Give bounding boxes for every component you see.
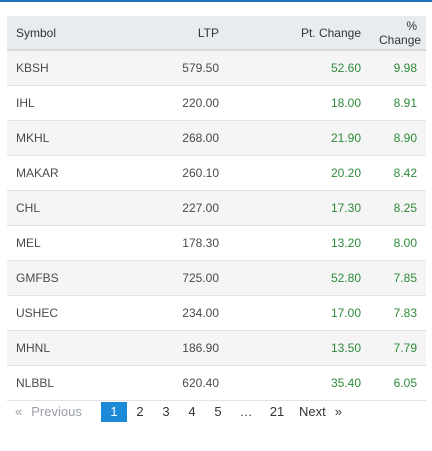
cell-ltp: 186.90 bbox=[182, 340, 219, 355]
cell-ltp: 579.50 bbox=[182, 60, 219, 75]
next-label: Next bbox=[299, 404, 326, 419]
chevron-double-right-icon: » bbox=[334, 404, 342, 419]
cell-pct-change: 7.85 bbox=[393, 270, 417, 285]
next-page-link[interactable]: Next » bbox=[299, 402, 353, 422]
cell-pt-change: 21.90 bbox=[330, 130, 361, 145]
cell-pt-change: 17.00 bbox=[330, 305, 361, 320]
cell-pt-change: 35.40 bbox=[330, 375, 361, 390]
cell-symbol: MEL bbox=[16, 235, 41, 250]
table-row[interactable]: NLBBL 620.40 35.40 6.05 bbox=[7, 365, 426, 400]
cell-ltp: 725.00 bbox=[182, 270, 219, 285]
cell-pct-change: 9.98 bbox=[393, 60, 417, 75]
table-row[interactable]: KBSH 579.50 52.60 9.98 bbox=[7, 50, 426, 85]
cell-pt-change: 18.00 bbox=[330, 95, 361, 110]
cell-ltp: 260.10 bbox=[182, 165, 219, 180]
table-body: KBSH 579.50 52.60 9.98 IHL 220.00 18.00 8.91 MKH… bbox=[7, 50, 426, 400]
cell-ltp: 620.40 bbox=[182, 375, 219, 390]
header-pt-change[interactable]: Pt. Change bbox=[228, 16, 370, 51]
previous-label: Previous bbox=[31, 404, 82, 419]
header-pct-change[interactable]: % Change bbox=[370, 16, 426, 51]
cell-pt-change: 52.80 bbox=[330, 270, 361, 285]
cell-ltp: 268.00 bbox=[182, 130, 219, 145]
cell-symbol: IHL bbox=[16, 95, 35, 110]
top-accent-rule bbox=[0, 0, 432, 2]
table-row[interactable]: MHNL 186.90 13.50 7.79 bbox=[7, 330, 426, 365]
pagination: « Previous 1 2 3 4 5 … 21 Next » bbox=[7, 402, 353, 422]
chevron-double-left-icon: « bbox=[15, 404, 23, 419]
page-link-3[interactable]: 3 bbox=[162, 404, 170, 419]
table-row[interactable]: GMFBS 725.00 52.80 7.85 bbox=[7, 260, 426, 295]
cell-pct-change: 8.91 bbox=[393, 95, 417, 110]
cell-pct-change: 8.90 bbox=[393, 130, 417, 145]
cell-ltp: 227.00 bbox=[182, 200, 219, 215]
table-row[interactable]: USHEC 234.00 17.00 7.83 bbox=[7, 295, 426, 330]
page-link-last[interactable]: 21 bbox=[269, 404, 285, 419]
gainers-table: Symbol LTP Pt. Change % Change KBSH 579.5… bbox=[7, 16, 426, 401]
cell-symbol: GMFBS bbox=[16, 270, 59, 285]
cell-symbol: MHNL bbox=[16, 340, 51, 355]
header-symbol[interactable]: Symbol bbox=[7, 16, 113, 51]
table-row[interactable]: MAKAR 260.10 20.20 8.42 bbox=[7, 155, 426, 190]
cell-pt-change: 20.20 bbox=[330, 165, 361, 180]
table-row[interactable]: MKHL 268.00 21.90 8.90 bbox=[7, 120, 426, 155]
page-link-4[interactable]: 4 bbox=[188, 404, 196, 419]
previous-page-link[interactable]: « Previous bbox=[15, 402, 99, 422]
cell-pct-change: 8.00 bbox=[393, 235, 417, 250]
cell-pct-change: 7.79 bbox=[393, 340, 417, 355]
cell-pt-change: 17.30 bbox=[330, 200, 361, 215]
cell-pct-change: 6.05 bbox=[393, 375, 417, 390]
cell-pct-change: 8.42 bbox=[393, 165, 417, 180]
cell-pct-change: 8.25 bbox=[393, 200, 417, 215]
cell-symbol: NLBBL bbox=[16, 375, 55, 390]
table-header-row: Symbol LTP Pt. Change % Change bbox=[7, 16, 426, 51]
page-link-2[interactable]: 2 bbox=[136, 404, 144, 419]
cell-pt-change: 13.50 bbox=[330, 340, 361, 355]
cell-symbol: KBSH bbox=[16, 60, 49, 75]
cell-ltp: 220.00 bbox=[182, 95, 219, 110]
table-row[interactable]: CHL 227.00 17.30 8.25 bbox=[7, 190, 426, 225]
cell-symbol: MAKAR bbox=[16, 165, 59, 180]
header-ltp[interactable]: LTP bbox=[113, 16, 228, 51]
cell-pt-change: 52.60 bbox=[330, 60, 361, 75]
pagination-ellipsis: … bbox=[239, 404, 253, 419]
cell-pct-change: 7.83 bbox=[393, 305, 417, 320]
cell-symbol: CHL bbox=[16, 200, 41, 215]
table-row[interactable]: MEL 178.30 13.20 8.00 bbox=[7, 225, 426, 260]
table-row[interactable]: IHL 220.00 18.00 8.91 bbox=[7, 85, 426, 120]
cell-ltp: 234.00 bbox=[182, 305, 219, 320]
cell-symbol: MKHL bbox=[16, 130, 50, 145]
cell-pt-change: 13.20 bbox=[330, 235, 361, 250]
page-link-5[interactable]: 5 bbox=[214, 404, 222, 419]
cell-ltp: 178.30 bbox=[182, 235, 219, 250]
cell-symbol: USHEC bbox=[16, 305, 59, 320]
page-link-1[interactable]: 1 bbox=[101, 402, 127, 422]
